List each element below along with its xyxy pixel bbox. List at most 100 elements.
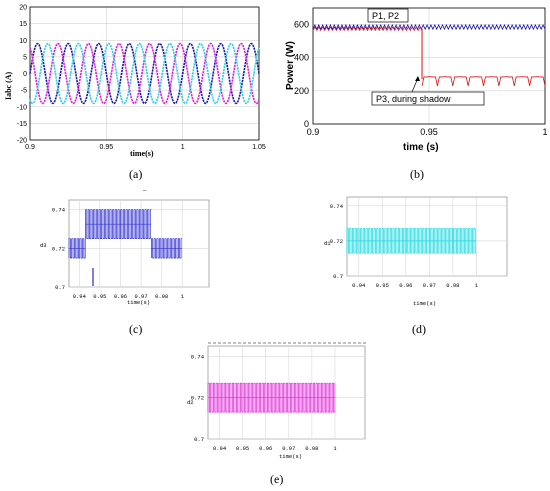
panel-e-x-tick-0: 0.94 [213, 445, 227, 452]
panel-b-y-tick-1: 200 [294, 86, 309, 96]
panel-b-annotation-p1p2-box [367, 8, 409, 23]
panel-d: 0.74 0.72 0.7 0.94 0.95 0.96 0.97 0.98 1 d1 tim… [324, 196, 508, 336]
panel-c-series-segment-2 [151, 238, 183, 259]
panel-e-x-tick-3: 0.97 [282, 445, 295, 452]
panel-b-annotation-p1p2: P1, P2 [372, 11, 399, 21]
panel-a-x-tick-0: 0.9 [25, 144, 35, 151]
panel-d-y-tick-2: 0.7 [333, 273, 343, 280]
panel-e-x-ticks: 0.94 0.95 0.96 0.97 0.98 1 [213, 445, 337, 452]
panel-d-x-tick-0: 0.94 [352, 282, 366, 289]
panel-c-x-label: time(s) [127, 299, 150, 306]
panel-e-series-segment-0 [207, 382, 336, 413]
panel-c: — 0.74 0.72 0.7 0.94 0.95 0.96 0.97 0.98 1 d3 t… [40, 187, 210, 336]
panel-c-y-tick-2: 0.7 [55, 284, 65, 291]
panel-a-x-tick-3: 1.05 [252, 144, 266, 151]
panel-c-series [68, 209, 183, 286]
panel-d-y-tick-1: 0.72 [330, 238, 343, 245]
panel-c-y-label: d3 [40, 242, 47, 249]
panel-e-series [207, 382, 336, 413]
panel-e: 0.74 0.72 0.7 0.94 0.95 0.96 0.97 0.98 1 d2 tim… [187, 342, 368, 486]
panel-b-x-tick-1: 0.95 [420, 127, 438, 137]
panel-c-caption: (c) [129, 322, 142, 336]
panel-a-series [29, 42, 260, 105]
panel-b-series-line-2 [421, 76, 546, 86]
panel-e-x-tick-2: 0.96 [259, 445, 272, 452]
panel-d-y-tick-0: 0.74 [330, 203, 344, 210]
panel-a-x-tick-1: 0.95 [100, 144, 114, 151]
panel-a-x-label: time(s) [130, 149, 154, 158]
panel-b-x-ticks: 0.9 0.95 1 [307, 127, 548, 137]
panel-e-x-tick-1: 0.95 [236, 445, 249, 452]
panel-d-x-tick-3: 0.97 [423, 282, 436, 289]
panel-a-x-ticks: 0.9 0.95 1 1.05 [25, 144, 266, 151]
panel-b-annotation-p3-box [371, 91, 485, 106]
panel-e-y-ticks: 0.74 0.72 0.7 [191, 353, 205, 443]
panel-c-x-tick-5: 1 [181, 293, 185, 300]
panel-b-x-tick-0: 0.9 [307, 127, 320, 137]
panel-c-y-tick-0: 0.74 [52, 207, 66, 214]
panel-b-y-tick-3: 600 [294, 20, 309, 30]
panel-d-y-label: d1 [324, 240, 331, 247]
panel-d-x-tick-1: 0.95 [376, 282, 389, 289]
panel-a-grid [29, 6, 260, 141]
panel-d-x-label: time(s) [413, 300, 436, 307]
panel-c-series-segment-0 [68, 238, 86, 259]
panel-c-y-ticks: 0.74 0.72 0.7 [52, 207, 66, 291]
panel-c-x-tick-2: 0.96 [114, 293, 127, 300]
panel-a-y-tick-1: 15 [19, 21, 27, 28]
panel-d-series-segment-0 [346, 228, 477, 254]
panel-c-series-segment-1 [85, 209, 152, 240]
panel-c-x-tick-3: 0.97 [134, 293, 147, 300]
panel-e-x-tick-5: 1 [333, 445, 337, 452]
panel-d-x-tick-5: 1 [475, 282, 479, 289]
panel-d-y-ticks: 0.74 0.72 0.7 [330, 203, 344, 280]
panel-a-y-tick-2: 10 [19, 38, 27, 45]
panel-e-y-tick-2: 0.7 [194, 436, 204, 443]
panel-a-y-tick-3: 5 [23, 54, 27, 61]
panel-b-y-label: Power (W) [285, 41, 296, 90]
panel-b-annotation-p3: P3, during shadow [376, 94, 451, 104]
panel-a-y-tick-5: -5 [21, 88, 27, 95]
panel-b-grid [312, 8, 546, 125]
panel-c-y-tick-1: 0.72 [52, 245, 65, 252]
panel-b-y-ticks: 0 200 400 600 [294, 20, 309, 129]
panel-a-y-label: Iabc (A) [4, 71, 13, 100]
panel-d-x-ticks: 0.94 0.95 0.96 0.97 0.98 1 [352, 282, 479, 289]
panel-b-y-tick-0: 0 [304, 119, 309, 129]
panel-c-x-tick-0: 0.94 [73, 293, 87, 300]
panel-b-series-line-1 [312, 26, 423, 32]
panel-e-x-label: time(s) [279, 453, 302, 460]
panel-b-y-tick-2: 400 [294, 53, 309, 63]
panel-a-series-line-0 [29, 42, 260, 105]
panel-d-x-tick-2: 0.96 [399, 282, 412, 289]
panel-c-header-mark: — [142, 187, 147, 194]
panel-b: 0 200 400 600 0.9 0.95 1 Power (W) time (s) P… [285, 7, 548, 181]
panel-a-y-tick-0: 20 [19, 5, 27, 12]
panel-e-caption: (e) [270, 472, 283, 486]
panel-a-y-tick-8: -20 [17, 138, 27, 145]
panel-a-y-ticks: 20 15 10 5 0 -5 -10 -15 -20 [17, 5, 27, 145]
panel-b-x-label: time (s) [403, 142, 439, 153]
panel-a-y-tick-4: 0 [23, 71, 27, 78]
panel-a: 20 15 10 5 0 -5 -10 -15 -20 0.9 0.95 1 1.05 Iabc (A… [4, 5, 266, 182]
panel-b-x-tick-2: 1 [542, 127, 547, 137]
panel-d-series [346, 228, 477, 254]
panel-c-x-tick-4: 0.98 [155, 293, 168, 300]
panel-d-caption: (d) [412, 322, 426, 336]
panel-e-y-tick-1: 0.72 [191, 395, 204, 402]
panel-a-x-tick-2: 1 [181, 144, 185, 151]
panel-b-caption: (b) [410, 167, 424, 181]
panel-b-annotation-p3-arrowhead [415, 76, 420, 81]
panel-c-plot-frame [68, 199, 210, 288]
panel-a-caption: (a) [129, 167, 142, 181]
panel-e-y-label: d2 [187, 399, 194, 406]
panel-a-y-tick-7: -15 [17, 121, 27, 128]
panel-e-y-tick-0: 0.74 [191, 353, 205, 360]
panel-e-x-tick-4: 0.98 [305, 445, 318, 452]
panel-d-x-tick-4: 0.98 [446, 282, 459, 289]
panel-a-y-tick-6: -10 [17, 104, 27, 111]
panel-a-series-line-2 [29, 42, 260, 105]
panel-c-x-ticks: 0.94 0.95 0.96 0.97 0.98 1 [73, 293, 185, 300]
panel-b-plot-frame [312, 7, 546, 125]
